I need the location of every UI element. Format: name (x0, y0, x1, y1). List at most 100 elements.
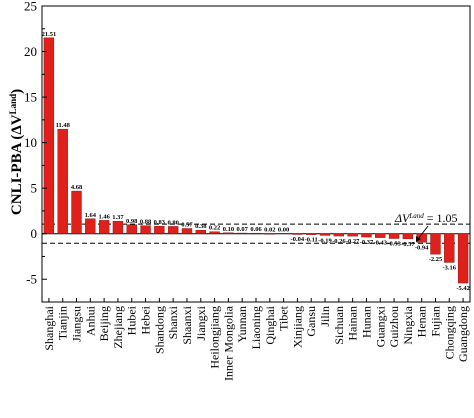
bar-gansu (306, 233, 317, 235)
x-tick-label: Shandong (152, 306, 166, 354)
data-label: 0.88 (140, 219, 152, 226)
bar-liaoning (250, 232, 262, 235)
x-tick-label: Hunan (359, 306, 373, 338)
data-label: -3.16 (443, 264, 457, 271)
bar-ningxia (402, 233, 414, 240)
bar-guangxi (375, 233, 386, 238)
data-label: -0.94 (415, 244, 429, 251)
data-label: 0.02 (264, 227, 275, 234)
data-label: 0.83 (154, 219, 166, 226)
data-label: 0.38 (195, 223, 207, 230)
x-tick-label: Jiangxi (194, 305, 208, 340)
data-label: -0.19 (318, 237, 332, 244)
bar-jilin (319, 233, 331, 236)
data-label: -0.53 (387, 241, 401, 248)
bar-beijing (98, 220, 110, 234)
data-label: 21.51 (42, 31, 57, 38)
data-label: 0.22 (209, 225, 220, 232)
x-tick-label: Xinjiang (290, 306, 304, 348)
x-tick-label: Henan (415, 306, 429, 337)
x-tick-label: Jiangsu (70, 306, 84, 342)
data-label: -0.11 (305, 237, 318, 244)
data-label: 0.98 (126, 218, 138, 225)
data-label: -0.26 (332, 238, 346, 245)
y-tick-label: -5 (26, 272, 37, 287)
x-tick-label: Zhejiang (111, 306, 125, 349)
bar-guangdong (457, 233, 469, 284)
bar-tianjin (57, 128, 68, 234)
x-tick-label: Liaoning (249, 306, 263, 349)
x-tick-label: Yunnan (235, 306, 249, 343)
annotation-arrow (416, 225, 429, 242)
data-label: 0.80 (167, 219, 178, 226)
bar-hunan (361, 233, 372, 238)
y-tick-label: 0 (31, 226, 38, 241)
bar-sichuan (333, 233, 345, 237)
x-tick-label: Sichuan (332, 306, 346, 345)
bar-shanghai (43, 37, 55, 234)
x-tick-label: Ningxia (401, 305, 415, 344)
bar-hebei (140, 225, 151, 234)
bar-qinghai (264, 233, 275, 235)
data-label: 0.10 (223, 226, 234, 233)
x-tick-label: Shanghai (42, 305, 56, 350)
data-label: 1.64 (85, 212, 97, 219)
x-axis: Shanghai Tianjin Jiangsu Anhui Beijing Zhejia… (42, 298, 470, 381)
y-tick-label: 15 (24, 90, 37, 105)
x-tick-label: Fujian (428, 306, 442, 337)
threshold-annotation: ΔVLand = 1.05 (394, 211, 458, 225)
bars (43, 37, 469, 284)
bar-zhejiang (112, 221, 124, 234)
data-label: 0.57 (181, 222, 193, 229)
data-label: 1.37 (112, 214, 124, 221)
x-tick-label: Guizhou (387, 306, 401, 347)
x-tick-label: Hainan (346, 306, 360, 341)
bar-shanxi (167, 226, 179, 234)
bar-shaanxi (181, 228, 193, 234)
y-tick-label: 20 (24, 44, 37, 59)
x-tick-label: Guangxi (373, 305, 387, 347)
y-axis: -5 0 5 10 15 20 25 (24, 0, 47, 303)
x-tick-label: Heilongjiang (208, 306, 222, 369)
bar-hainan (347, 233, 358, 237)
data-label: -0.37 (360, 239, 374, 246)
bar-hubei (126, 224, 137, 234)
data-label: -2.25 (429, 256, 443, 263)
bar-jiangxi (195, 230, 206, 234)
x-tick-label: Beijing (97, 306, 111, 341)
y-axis-title-sup: Land (8, 94, 18, 115)
data-label: 4.68 (71, 184, 83, 191)
data-label: -0.27 (346, 238, 360, 245)
y-axis-title-end: ) (9, 89, 25, 94)
y-tick-label: 5 (31, 181, 38, 196)
data-label: -0.57 (401, 241, 415, 248)
x-tick-label: Hubei (125, 305, 139, 335)
bar-yunnan (237, 232, 248, 235)
x-tick-label: Tibet (277, 305, 291, 331)
x-tick-label: Shanxi (166, 305, 180, 339)
y-axis-title: CNLI-PBA (ΔVLand) (8, 89, 25, 215)
data-label: 0.06 (250, 226, 262, 233)
data-label: -5.42 (456, 285, 470, 292)
plot-frame (41, 5, 471, 303)
data-label: 11.48 (56, 122, 71, 129)
data-label: 1.46 (98, 213, 110, 220)
threshold-annotation-sup: Land (408, 212, 424, 220)
x-tick-label: Guangdong (456, 306, 470, 362)
x-tick-label: Qinghai (263, 305, 277, 344)
x-tick-label: Anhui (83, 305, 97, 336)
bar-xinjiang (292, 233, 303, 235)
y-axis-title-main: CNLI-PBA (ΔV (9, 114, 25, 215)
bar-jiangsu (71, 190, 82, 234)
data-label: 0.00 (278, 227, 289, 234)
bar-chongqing (444, 233, 455, 263)
y-tick-label: 10 (24, 135, 37, 150)
threshold-annotation-value: = 1.05 (424, 211, 458, 225)
bar-anhui (85, 218, 96, 234)
x-tick-label: Chongqing (442, 306, 456, 359)
bar-inner-mongolia (223, 232, 234, 234)
x-tick-label: Hebei (139, 305, 153, 334)
data-label: -0.04 (291, 236, 305, 243)
